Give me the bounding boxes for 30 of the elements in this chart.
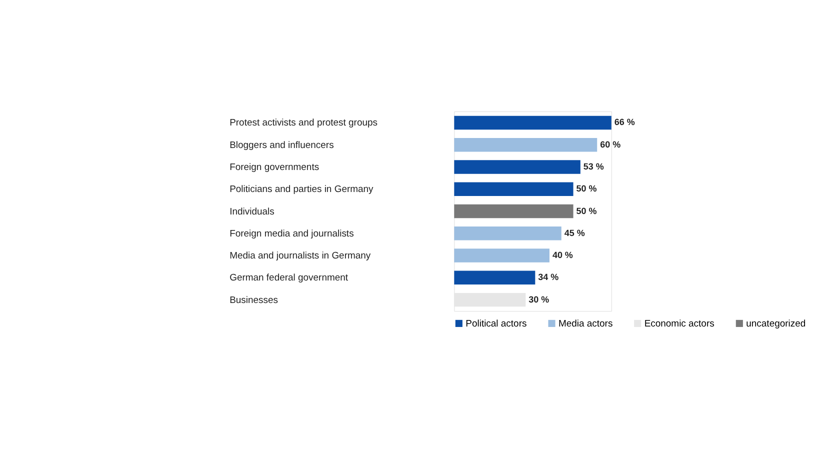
bar bbox=[454, 116, 612, 130]
data-label: 34 % bbox=[538, 272, 559, 282]
legend-label: uncategorized bbox=[746, 318, 806, 330]
legend-label: Media actors bbox=[558, 318, 613, 330]
data-label: 45 % bbox=[564, 228, 585, 238]
data-label: 53 % bbox=[583, 162, 604, 172]
y-tick-label: Politicians and parties in Germany bbox=[230, 184, 374, 196]
data-label: 50 % bbox=[576, 206, 597, 216]
data-label: 30 % bbox=[528, 294, 550, 304]
legend-label: Political actors bbox=[466, 318, 527, 330]
bar bbox=[454, 182, 574, 196]
data-label: 50 % bbox=[576, 184, 597, 194]
y-tick-label: German federal government bbox=[230, 272, 348, 284]
data-label: 40 % bbox=[552, 250, 573, 260]
bar bbox=[454, 226, 562, 240]
bar bbox=[454, 270, 536, 285]
legend-label: Economic actors bbox=[644, 318, 715, 330]
y-tick-label: Individuals bbox=[230, 206, 275, 218]
y-tick-label: Media and journalists in Germany bbox=[230, 250, 371, 262]
y-tick-label: Protest activists and protest groups bbox=[230, 118, 378, 129]
y-tick-label: Foreign media and journalists bbox=[230, 228, 354, 240]
data-label: 60 % bbox=[600, 139, 621, 150]
bar bbox=[454, 204, 574, 218]
bar bbox=[454, 160, 580, 174]
bar bbox=[454, 138, 598, 152]
bar bbox=[454, 248, 550, 262]
y-tick-label: Bloggers and influencers bbox=[230, 140, 334, 151]
y-tick-label: Foreign governments bbox=[230, 162, 320, 173]
y-tick-label: Businesses bbox=[230, 294, 278, 306]
data-label: 66 % bbox=[614, 117, 635, 128]
